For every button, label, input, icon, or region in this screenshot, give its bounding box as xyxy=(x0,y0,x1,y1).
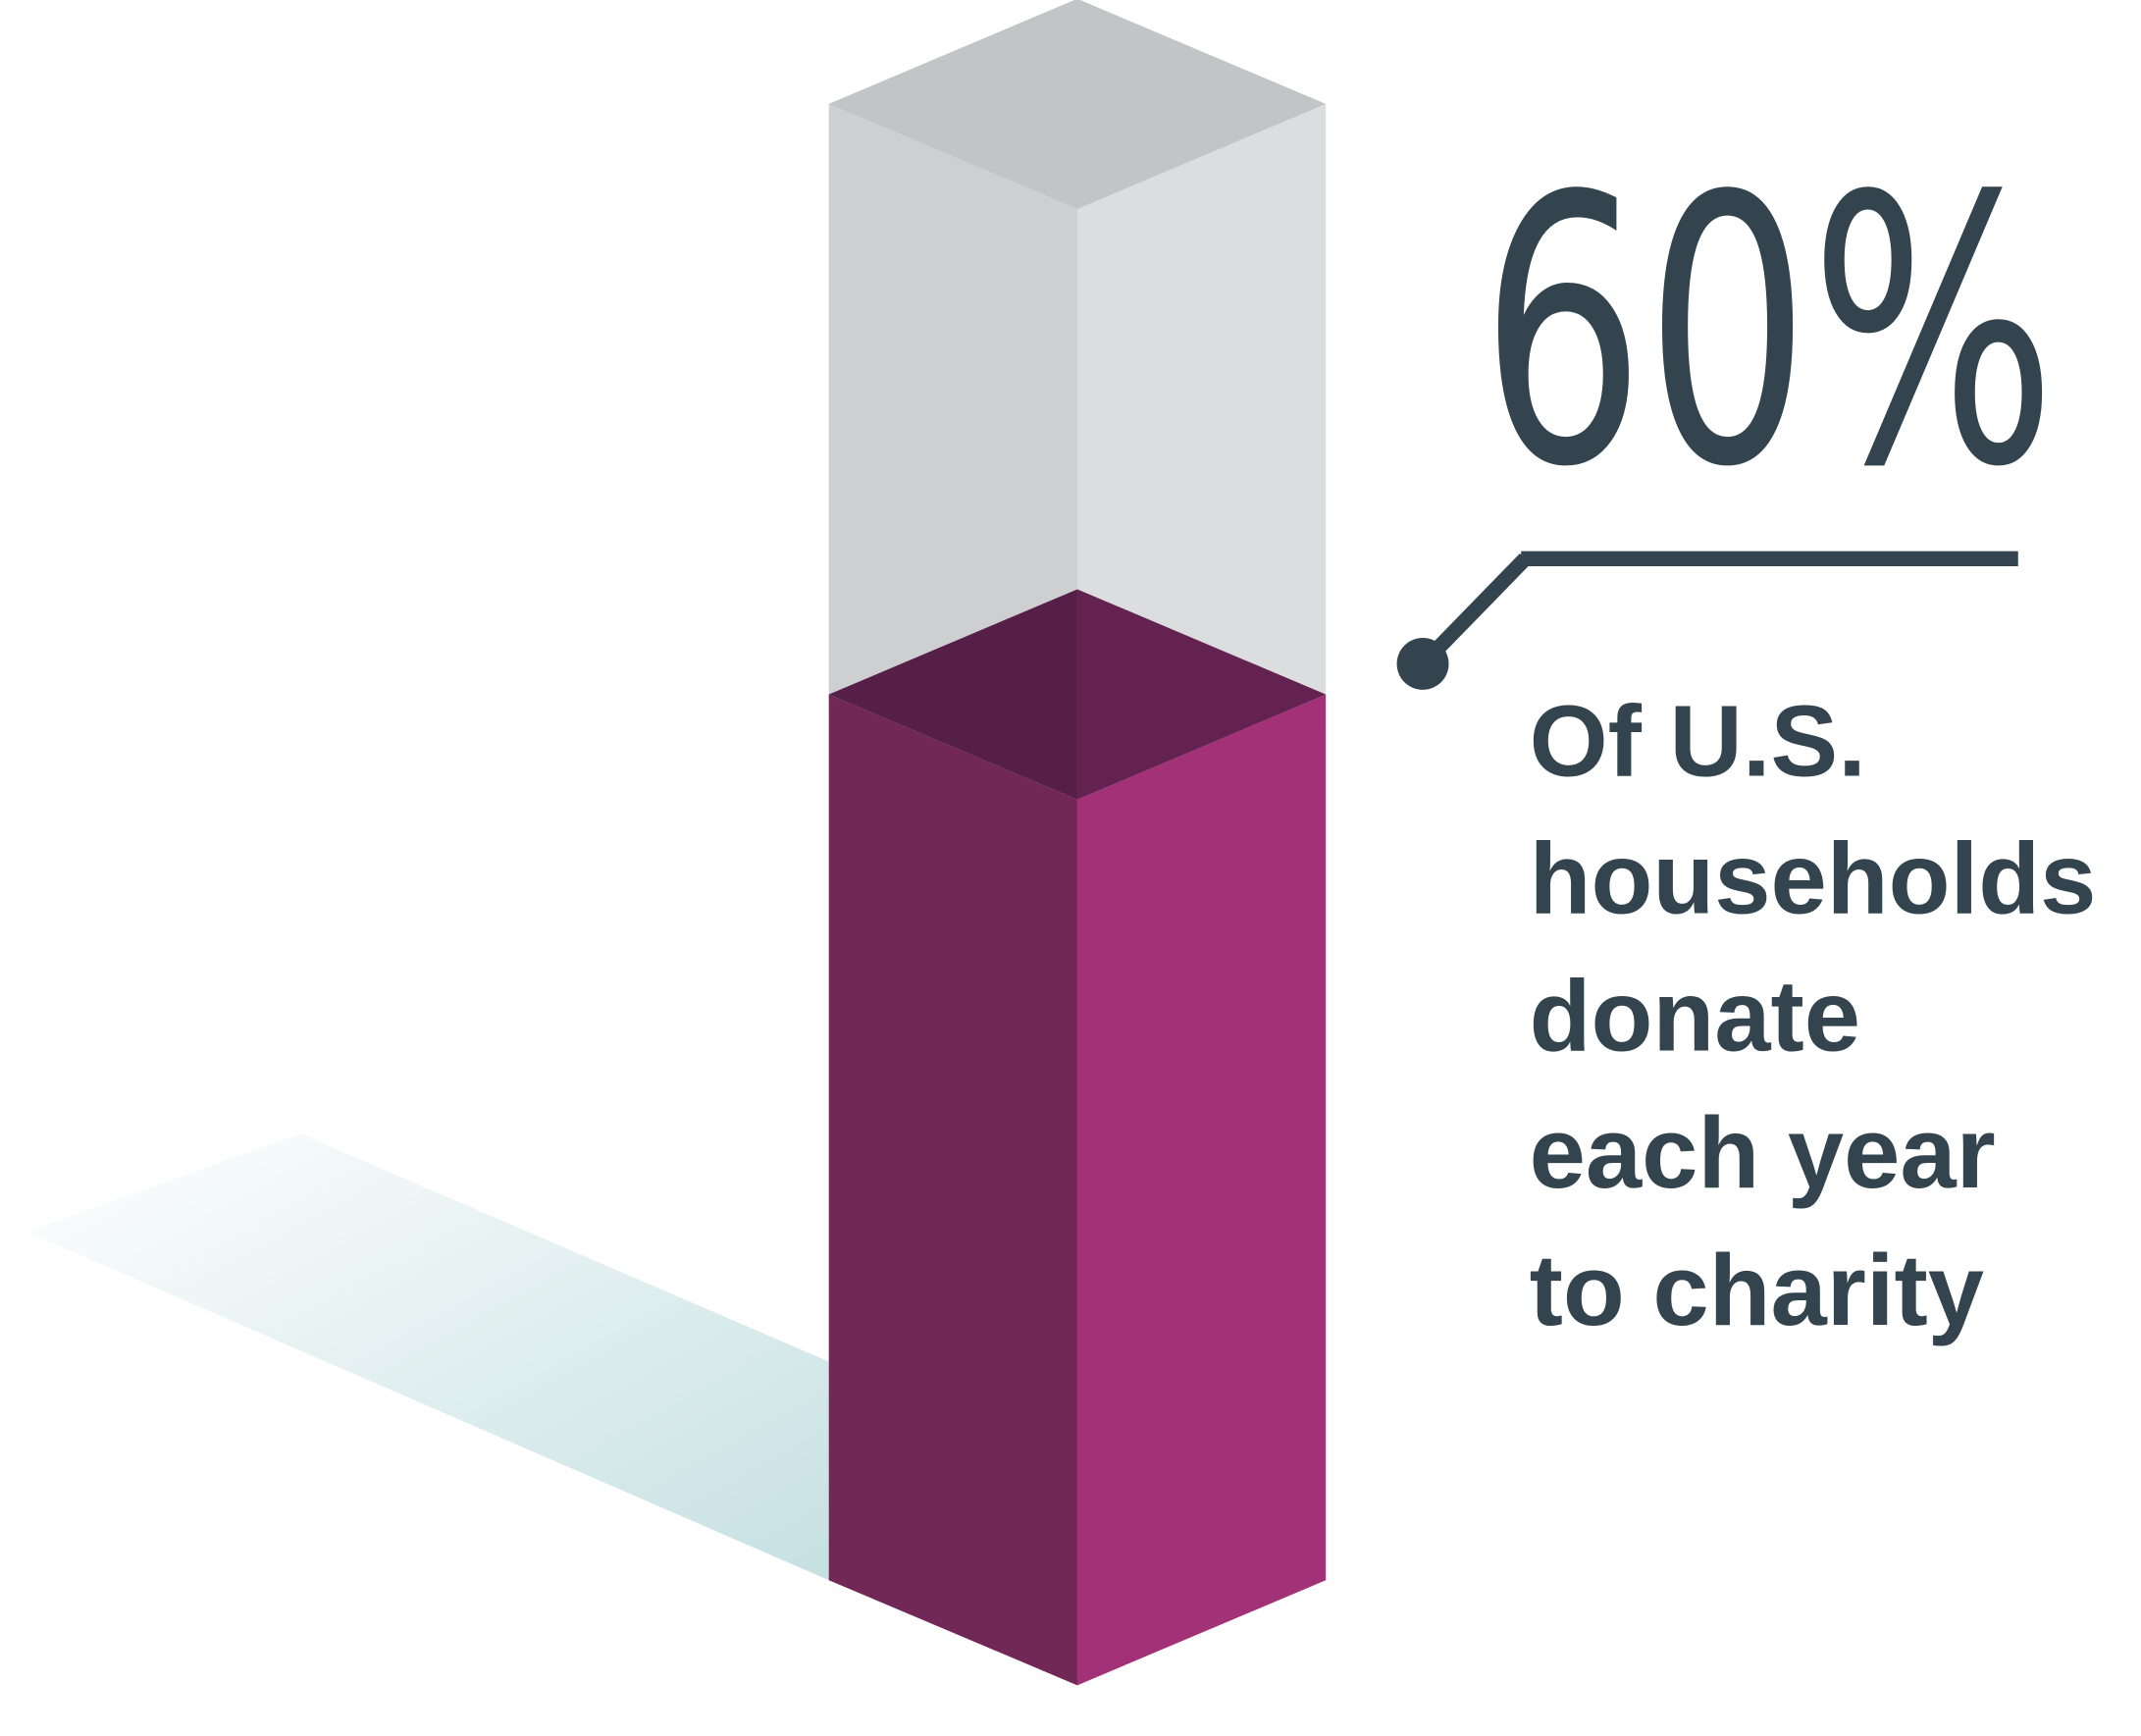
annotation-line: households xyxy=(1530,821,2097,934)
annotation-line: Of U.S. xyxy=(1530,685,1866,798)
annotation-line: to charity xyxy=(1530,1234,1984,1346)
annotation-line: each year xyxy=(1530,1096,1996,1209)
bar-fill-left xyxy=(828,694,1077,1686)
annotation: Of U.S. households donate each year to chari… xyxy=(1530,685,2097,1346)
bar-fill-surface xyxy=(1076,589,1327,800)
annotation-line: donate xyxy=(1530,959,1861,1072)
bar-3d xyxy=(26,0,1327,1686)
shadow xyxy=(26,1133,829,1581)
bar-fill-surface xyxy=(828,589,1077,800)
bar-fill-right xyxy=(1076,694,1327,1686)
connector-dot xyxy=(1396,638,1449,690)
value-label: 60% xyxy=(1480,118,2056,548)
bar-top xyxy=(828,0,1327,210)
